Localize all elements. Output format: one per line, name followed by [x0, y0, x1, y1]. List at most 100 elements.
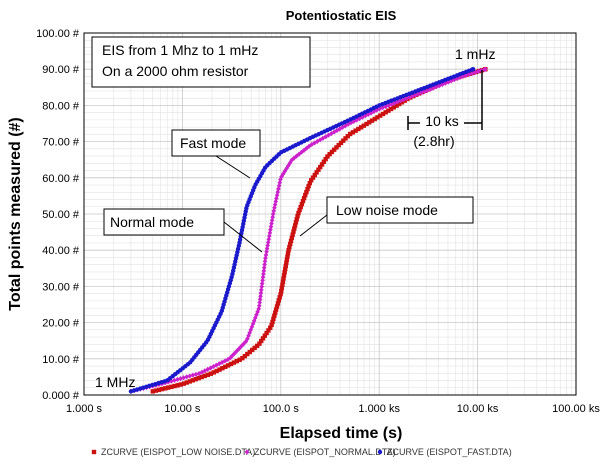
- data-point: [256, 303, 262, 309]
- data-point: [278, 176, 283, 183]
- data-point: [169, 384, 174, 390]
- legend-label: ZCURVE (EISPOT_NORMAL.DTA): [254, 447, 396, 457]
- data-point: [357, 116, 362, 122]
- data-point: [298, 204, 303, 210]
- data-point: [266, 328, 271, 333]
- span-label: 10 ks: [425, 113, 458, 129]
- data-point: [399, 100, 405, 105]
- data-point: [153, 388, 159, 393]
- plot-area: [83, 32, 577, 396]
- data-point: [294, 217, 299, 222]
- x-tick-label: 1.000 ks: [358, 403, 400, 415]
- data-point: [208, 371, 214, 376]
- info-box-line-2: On a 2000 ohm resistor: [102, 63, 249, 79]
- data-point: [181, 375, 186, 381]
- data-point: [369, 118, 375, 123]
- legend-item: ZCURVE (EISPOT_NORMAL.DTA): [244, 447, 396, 457]
- data-point: [331, 147, 337, 152]
- data-point: [257, 341, 262, 346]
- data-point: [260, 277, 265, 283]
- data-point: [270, 319, 275, 325]
- data-point: [255, 309, 260, 315]
- y-tick-label: 100.00 #: [36, 28, 80, 40]
- data-point: [277, 295, 282, 300]
- data-point: [419, 90, 424, 96]
- data-point: [163, 386, 168, 391]
- data-point: [243, 338, 249, 345]
- data-point: [279, 285, 285, 291]
- data-point: [413, 92, 418, 98]
- data-point: [202, 373, 208, 379]
- data-point: [341, 138, 346, 143]
- data-point: [172, 383, 177, 389]
- data-point: [279, 288, 284, 294]
- data-point: [187, 379, 193, 384]
- data-point: [268, 325, 273, 330]
- data-point: [259, 338, 264, 344]
- normal-mode-arrow: [223, 221, 263, 253]
- data-point: [295, 213, 300, 219]
- data-point: [284, 260, 289, 265]
- data-point: [300, 198, 306, 204]
- data-point: [273, 307, 279, 312]
- data-point: [312, 172, 318, 178]
- x-axis-label: Elapsed time (s): [280, 425, 403, 442]
- data-point: [234, 358, 239, 364]
- data-point: [454, 75, 460, 82]
- data-point: [234, 348, 240, 354]
- chart-title: Potentiostatic EIS: [286, 8, 397, 23]
- data-point: [386, 108, 391, 113]
- data-point: [269, 217, 275, 223]
- data-point: [244, 449, 250, 455]
- data-point: [256, 306, 261, 312]
- low-noise-mode-arrow: [299, 214, 328, 237]
- data-point: [264, 246, 270, 252]
- data-point: [281, 273, 287, 278]
- data-point: [190, 372, 196, 378]
- data-point: [337, 126, 343, 132]
- data-point: [354, 117, 359, 123]
- y-axis-label: Total points measured (#): [7, 117, 24, 311]
- data-point: [254, 312, 259, 318]
- data-point: [214, 368, 219, 374]
- chart-grid: [83, 32, 577, 396]
- data-point: [336, 142, 341, 148]
- data-point: [263, 255, 268, 261]
- data-point: [270, 214, 275, 220]
- x-axis-ticks: 1.000 s 10.00 s 100.0 s 1.000 ks 10.00 ks 100…: [66, 403, 600, 415]
- data-point: [394, 103, 399, 108]
- data-point: [343, 136, 348, 141]
- data-point: [272, 313, 277, 318]
- data-point: [306, 183, 311, 189]
- data-point: [440, 81, 445, 88]
- data-point: [187, 373, 193, 379]
- data-point: [301, 147, 307, 153]
- normal-mode-label: Normal mode: [110, 214, 194, 230]
- data-point: [338, 140, 344, 146]
- data-point: [397, 101, 402, 107]
- data-point: [466, 71, 472, 77]
- data-point: [321, 159, 327, 164]
- data-point: [443, 80, 448, 86]
- y-tick-label: 40.00 #: [42, 245, 80, 257]
- data-point: [383, 110, 388, 115]
- data-point: [327, 151, 332, 157]
- data-point: [434, 84, 439, 90]
- data-point: [246, 333, 251, 339]
- data-point: [367, 120, 372, 125]
- data-point: [416, 91, 421, 97]
- data-point: [401, 97, 406, 103]
- data-point: [190, 378, 196, 383]
- y-tick-label: 60.00 #: [42, 173, 80, 185]
- data-point: [261, 268, 267, 274]
- data-point: [261, 265, 267, 271]
- y-tick-label: 20.00 #: [42, 318, 80, 330]
- y-axis-ticks: 0.000 # 10.00 # 20.00 # 30.00 # 40.00 # 50.00…: [36, 28, 80, 402]
- x-tick-label: 100.0 s: [263, 403, 300, 415]
- data-point: [470, 67, 476, 72]
- data-point: [297, 207, 302, 213]
- data-point: [251, 318, 257, 324]
- data-point: [318, 164, 323, 170]
- data-point: [184, 374, 189, 380]
- data-point: [219, 359, 225, 365]
